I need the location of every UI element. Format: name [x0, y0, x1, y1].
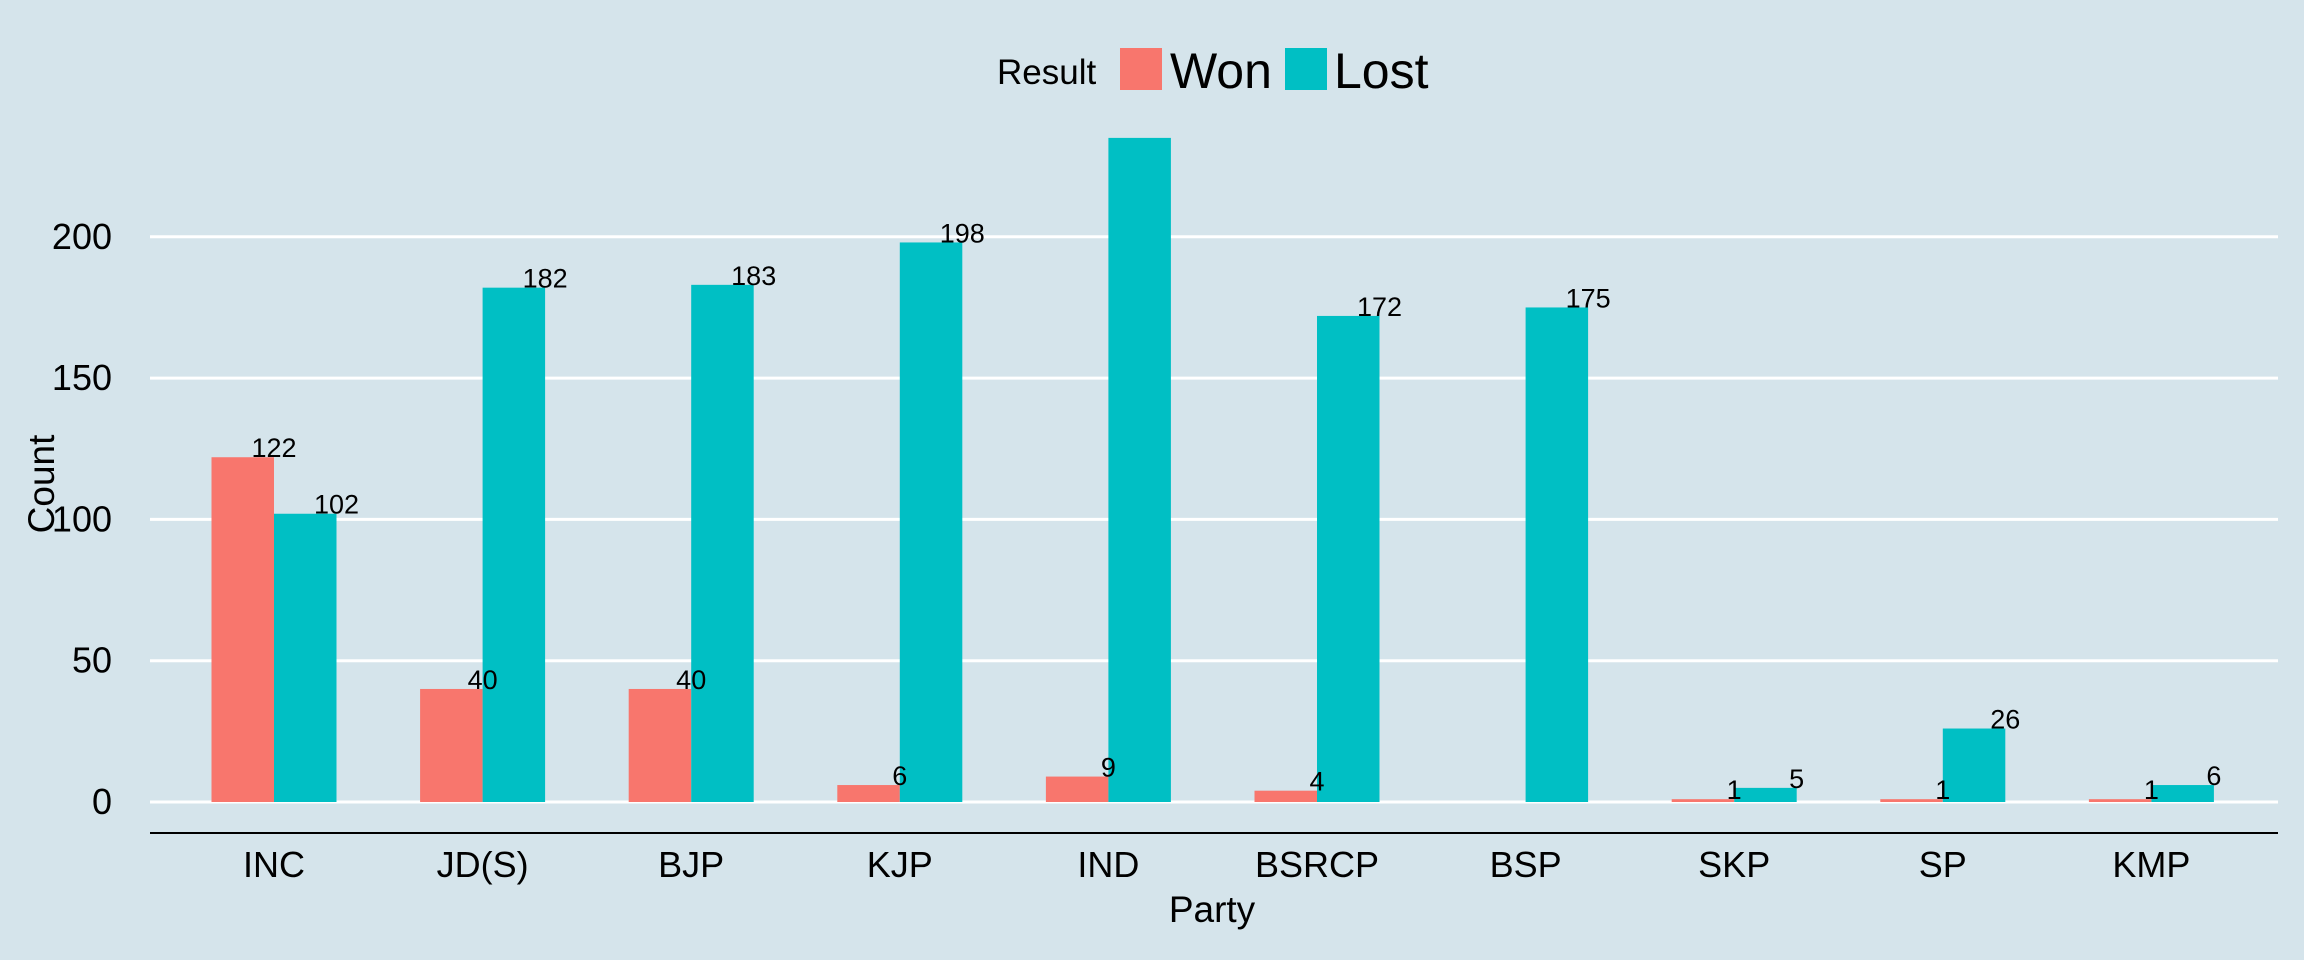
data-label-won-BJP: 40 — [676, 665, 706, 695]
legend-title: Result — [997, 53, 1096, 92]
data-label-won-INC: 122 — [251, 433, 296, 463]
legend-label-won: Won — [1170, 43, 1272, 99]
data-label-lost-BSRCP: 172 — [1357, 292, 1402, 322]
x-tick-label-IND: IND — [1077, 844, 1139, 885]
data-label-lost-KJP: 198 — [940, 218, 985, 248]
data-label-won-KJP: 6 — [892, 761, 907, 791]
data-label-won-JD(S): 40 — [468, 665, 498, 695]
y-tick-label-200: 200 — [52, 216, 112, 257]
y-axis-ticks: 0 50 100 150 200 — [52, 216, 112, 822]
data-label-lost-BJP: 183 — [731, 261, 776, 291]
bar-lost-BSRCP — [1317, 315, 1380, 802]
data-label-lost-BSP: 175 — [1566, 283, 1611, 313]
data-label-won-SP: 1 — [1935, 775, 1950, 805]
data-label-lost-INC: 102 — [314, 490, 359, 520]
bar-lost-SP — [1942, 728, 2006, 802]
x-tick-label-BSP: BSP — [1490, 844, 1562, 885]
bar-lost-BJP — [691, 284, 754, 802]
bar-won-KMP — [2088, 799, 2152, 802]
data-label-won-BSRCP: 4 — [1309, 767, 1324, 797]
y-tick-label-50: 50 — [72, 640, 112, 681]
x-tick-label-KJP: KJP — [867, 844, 933, 885]
bar-won-IND — [1045, 776, 1109, 802]
y-axis-title: Count — [21, 434, 62, 533]
bar-lost-BSP — [1525, 307, 1589, 802]
bar-lost-IND — [1108, 137, 1171, 802]
bar-won-KJP — [837, 785, 900, 802]
x-axis-title: Party — [1169, 889, 1256, 930]
bar-won-SP — [1880, 799, 1943, 802]
bar-won-BSRCP — [1254, 790, 1317, 802]
x-tick-label-KMP: KMP — [2112, 844, 2190, 885]
data-label-won-KMP: 1 — [2144, 775, 2159, 805]
x-tick-label-BSRCP: BSRCP — [1255, 844, 1379, 885]
bar-lost-SKP — [1734, 787, 1797, 802]
x-tick-label-INC: INC — [243, 844, 305, 885]
data-label-won-SKP: 1 — [1727, 775, 1742, 805]
x-tick-label-BJP: BJP — [658, 844, 724, 885]
legend-key-won — [1120, 48, 1162, 90]
x-axis-ticks: INC JD(S) BJP KJP IND BSRCP BSP SKP SP KMP — [243, 844, 2190, 885]
x-tick-label-JD(S): JD(S) — [437, 844, 529, 885]
x-tick-label-SP: SP — [1919, 844, 1967, 885]
data-label-lost-SP: 26 — [1990, 705, 2020, 735]
data-label-won-IND: 9 — [1101, 753, 1116, 783]
y-tick-label-100: 100 — [52, 498, 112, 539]
x-tick-label-SKP: SKP — [1698, 844, 1770, 885]
bar-won-INC — [211, 457, 274, 802]
bar-won-SKP — [1671, 799, 1735, 802]
bar-won-BJP — [628, 688, 692, 802]
bar-lost-KJP — [899, 242, 963, 802]
data-label-lost-KMP: 6 — [2206, 761, 2221, 791]
bars — [211, 137, 2214, 803]
bar-lost-INC — [274, 513, 337, 802]
bar-lost-JD(S) — [482, 287, 546, 803]
y-tick-label-150: 150 — [52, 357, 112, 398]
data-label-lost-SKP: 5 — [1789, 764, 1804, 794]
legend-label-lost: Lost — [1334, 43, 1429, 99]
y-tick-label-0: 0 — [92, 781, 112, 822]
legend: Result Won Lost — [997, 43, 1429, 99]
bar-lost-KMP — [2151, 785, 2214, 802]
data-label-lost-JD(S): 182 — [523, 264, 568, 294]
legend-key-lost — [1285, 48, 1327, 90]
bar-won-JD(S) — [420, 688, 483, 802]
